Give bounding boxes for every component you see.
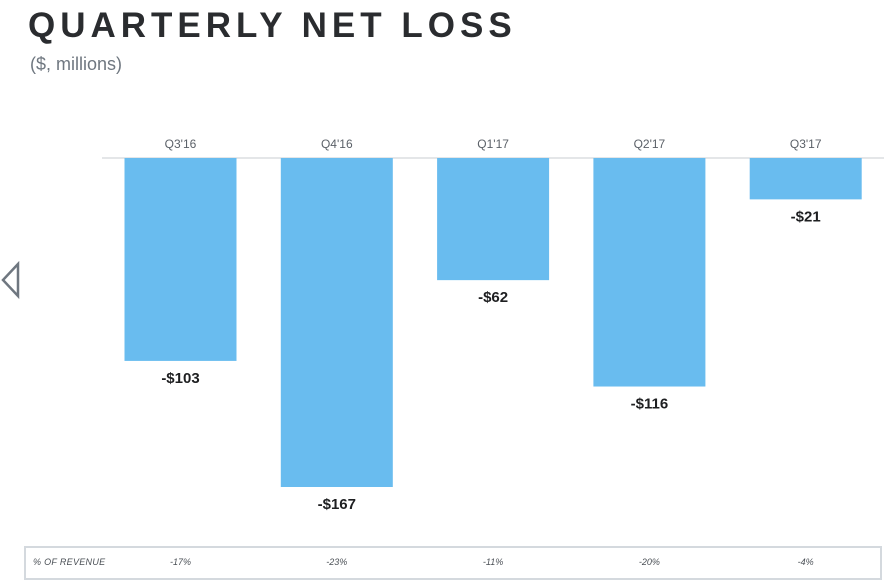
category-label: Q3'16 xyxy=(165,137,197,151)
data-label: -$103 xyxy=(161,370,199,387)
chart-subtitle: ($, millions) xyxy=(30,54,123,74)
bar xyxy=(749,158,862,200)
percent-of-revenue-row: % OF REVENUE -17% -23% -11% -20% -4% xyxy=(24,546,882,580)
bar xyxy=(124,158,237,361)
data-label: -$21 xyxy=(791,208,821,225)
category-label: Q4'16 xyxy=(321,137,353,151)
bar xyxy=(280,158,393,487)
percent-of-revenue-value: -17% xyxy=(169,557,191,567)
data-label: -$116 xyxy=(631,396,669,413)
data-label: -$167 xyxy=(318,496,356,513)
chart-title: QUARTERLY NET LOSS xyxy=(28,6,517,45)
category-label: Q1'17 xyxy=(477,137,509,151)
data-label: -$62 xyxy=(478,289,508,306)
percent-of-revenue-value: -11% xyxy=(482,557,504,567)
previous-arrow-icon[interactable] xyxy=(0,260,22,300)
category-label: Q2'17 xyxy=(634,137,666,151)
bar xyxy=(593,158,706,387)
bar-chart: Q3'16 -$103 Q4'16 -$167 Q1'17 -$62 Q2'17 -$116 Q… xyxy=(102,137,884,513)
percent-of-revenue-label: % OF REVENUE xyxy=(33,557,106,567)
percent-of-revenue-value: -23% xyxy=(326,557,348,567)
percent-of-revenue-value: -4% xyxy=(797,557,814,567)
percent-of-revenue-value: -20% xyxy=(638,557,660,567)
bar xyxy=(437,158,550,281)
category-label: Q3'17 xyxy=(790,137,822,151)
